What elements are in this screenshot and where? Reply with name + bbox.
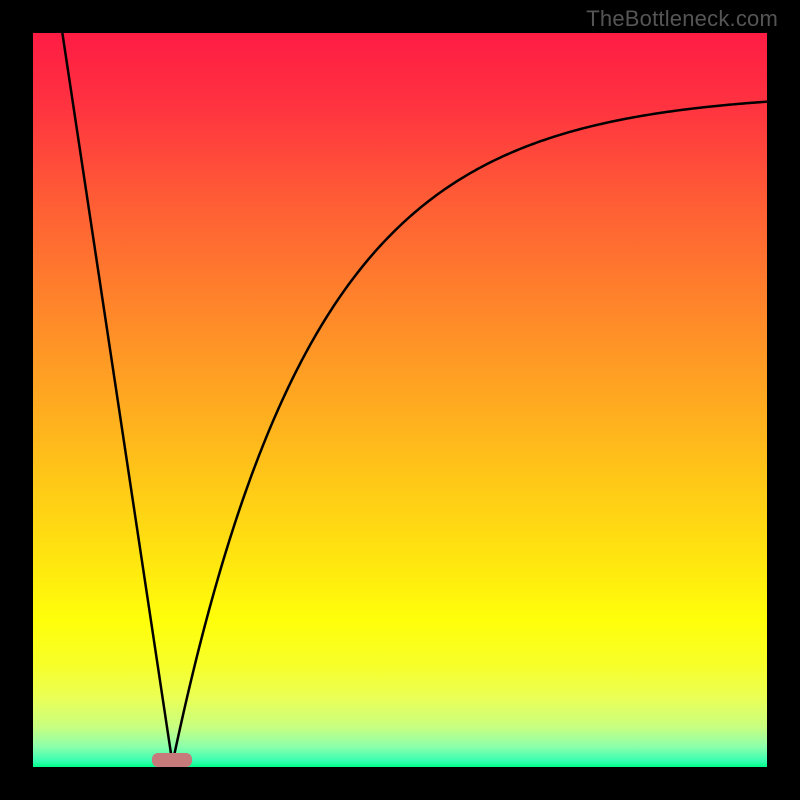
bottleneck-curve xyxy=(0,0,800,800)
notch-marker xyxy=(152,753,192,767)
chart-stage: TheBottleneck.com xyxy=(0,0,800,800)
curve-path xyxy=(62,33,767,763)
